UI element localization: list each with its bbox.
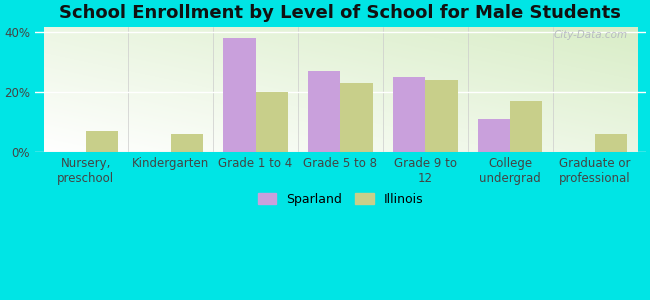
Title: School Enrollment by Level of School for Male Students: School Enrollment by Level of School for… [60, 4, 621, 22]
Bar [341, 83, 372, 152]
Bar [171, 134, 203, 152]
Bar [510, 101, 542, 152]
Bar [308, 71, 341, 152]
Bar [224, 38, 255, 152]
Bar [595, 134, 627, 152]
Bar [478, 119, 510, 152]
Bar [393, 77, 425, 152]
Bar [86, 131, 118, 152]
Bar [425, 80, 458, 152]
Legend: Sparland, Illinois: Sparland, Illinois [253, 188, 428, 211]
Bar [255, 92, 288, 152]
Text: City-Data.com: City-Data.com [553, 30, 627, 40]
